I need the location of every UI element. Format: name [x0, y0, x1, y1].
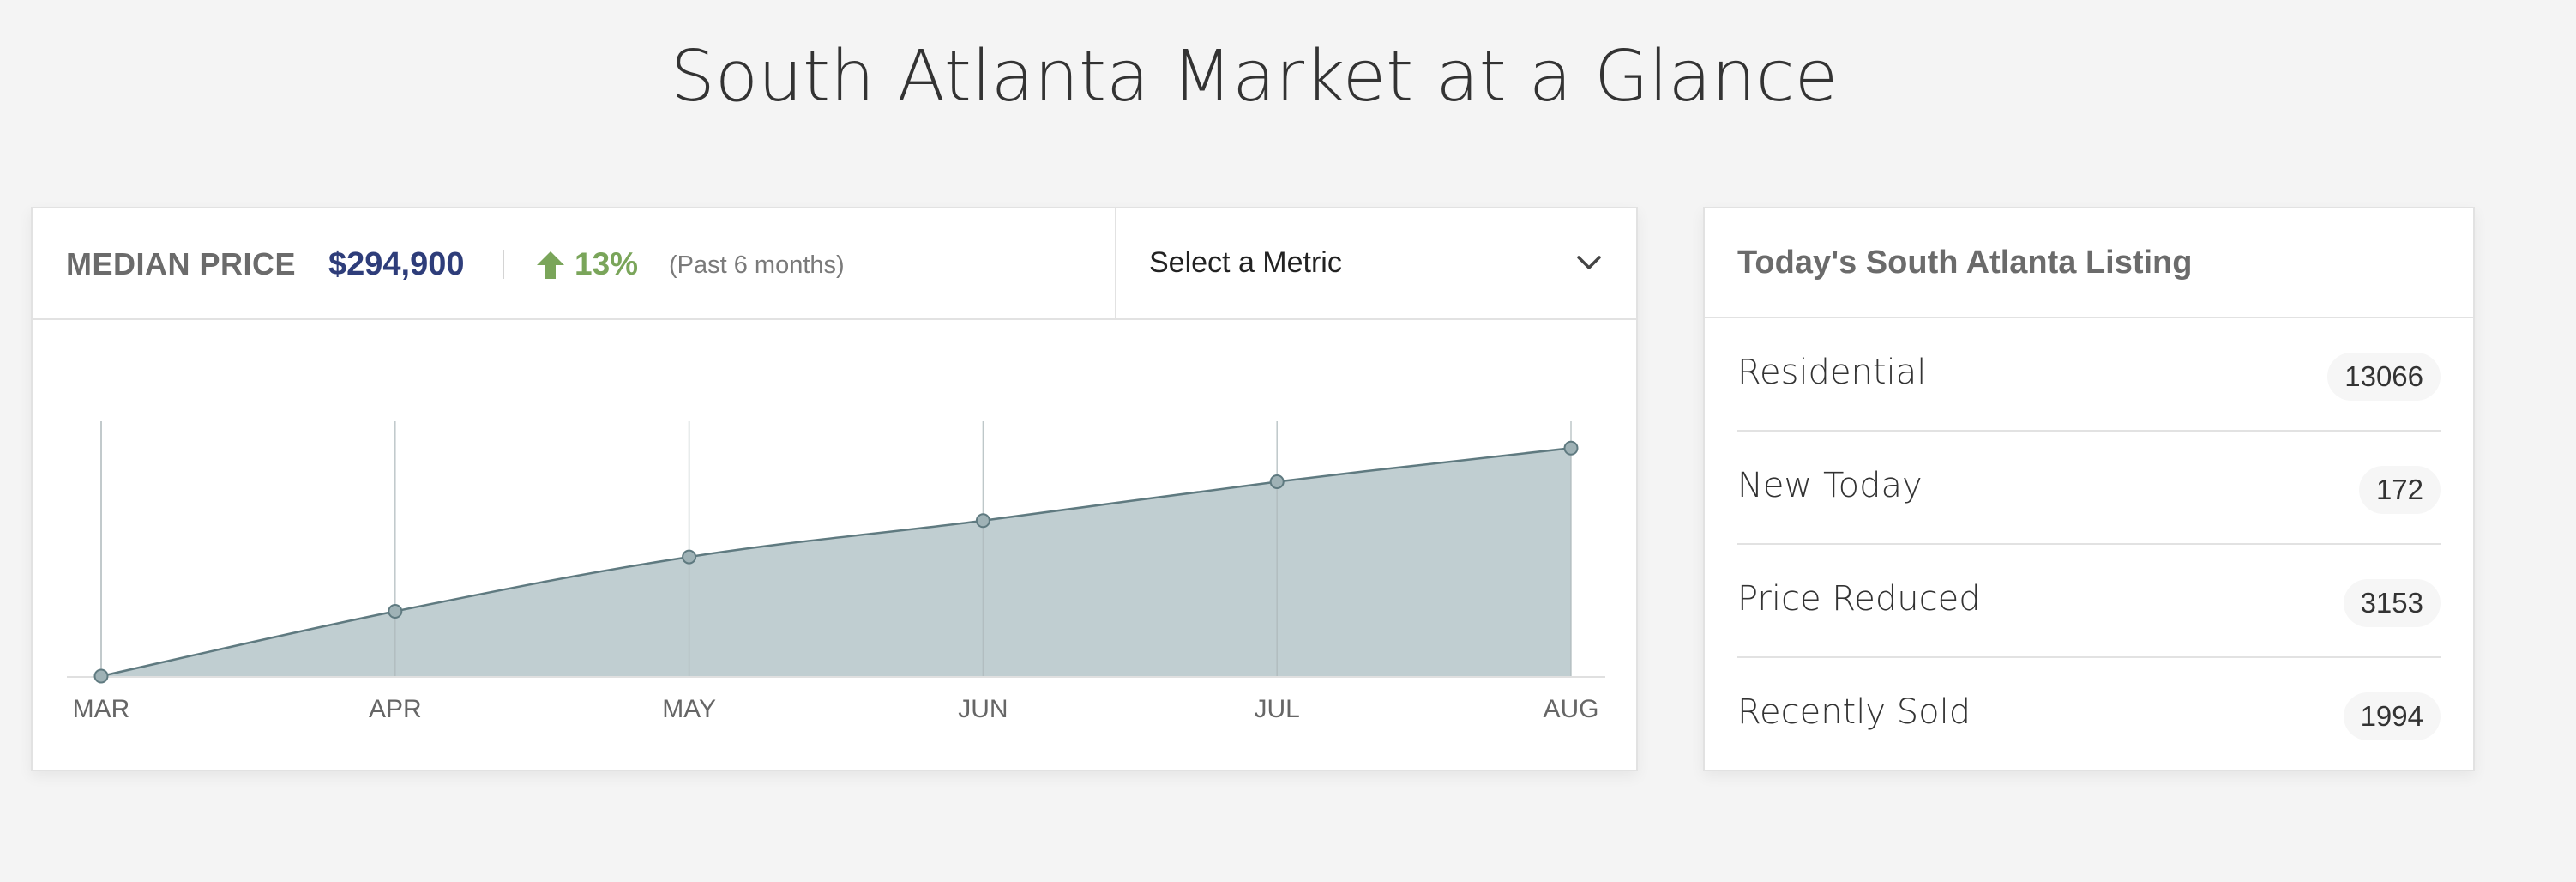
- chart-point: [1269, 474, 1285, 489]
- listing-row-price-reduced[interactable]: Price Reduced 3153: [1737, 545, 2441, 658]
- chart-x-tick-label: APR: [369, 695, 422, 723]
- listing-label: New Today: [1737, 466, 1923, 505]
- listing-row-residential[interactable]: Residential 13066: [1737, 318, 2441, 432]
- chart-point: [975, 513, 990, 529]
- listing-count-badge: 172: [2358, 466, 2441, 514]
- chart-point: [93, 668, 109, 684]
- chevron-down-icon: [1577, 256, 1601, 269]
- median-price-area-chart: MAR APR MAY JUN JUL AUG: [67, 421, 1605, 723]
- page-title: South Atlanta Market at a Glance: [670, 36, 1839, 118]
- chart-point: [388, 604, 403, 619]
- chart-series-line: [100, 446, 1572, 678]
- listing-count-badge: 1994: [2343, 692, 2441, 740]
- market-chart-card: MEDIAN PRICE $294,900 13% (Past 6 months…: [31, 207, 1638, 771]
- chart-area-fill: [101, 448, 1571, 676]
- listing-row-recently-sold[interactable]: Recently Sold 1994: [1737, 658, 2441, 771]
- listing-count-badge: 3153: [2343, 579, 2441, 627]
- listing-card: Today's South Atlanta Listing Residentia…: [1703, 207, 2475, 771]
- listing-title: Today's South Atlanta Listing: [1737, 245, 2193, 281]
- listing-label: Recently Sold: [1737, 692, 1971, 732]
- metric-select-dropdown[interactable]: Select a Metric: [1115, 208, 1638, 318]
- listing-label: Price Reduced: [1737, 579, 1981, 619]
- metric-label: MEDIAN PRICE: [66, 246, 297, 281]
- metric-select-label: Select a Metric: [1149, 246, 1342, 279]
- listing-count-badge: 13066: [2327, 353, 2441, 401]
- chart-header: MEDIAN PRICE $294,900 13% (Past 6 months…: [33, 208, 1636, 320]
- chart-point: [1563, 440, 1579, 456]
- metric-value: $294,900: [328, 246, 465, 282]
- chart-x-tick-label: MAY: [662, 695, 716, 723]
- listing-row-new-today[interactable]: New Today 172: [1737, 432, 2441, 545]
- chart-x-tick-label: MAR: [73, 695, 130, 723]
- chart-point: [682, 549, 697, 565]
- trend-period: (Past 6 months): [669, 251, 845, 279]
- chart-x-tick-label: JUN: [958, 695, 1008, 723]
- trend-value: 13%: [575, 246, 639, 281]
- chart-x-tick-label: AUG: [1543, 695, 1598, 723]
- listing-header: Today's South Atlanta Listing: [1705, 208, 2473, 318]
- header-divider: [503, 250, 504, 279]
- arrow-up-icon: [537, 251, 564, 279]
- chart-x-tick-label: JUL: [1255, 695, 1300, 723]
- listing-label: Residential: [1737, 353, 1927, 392]
